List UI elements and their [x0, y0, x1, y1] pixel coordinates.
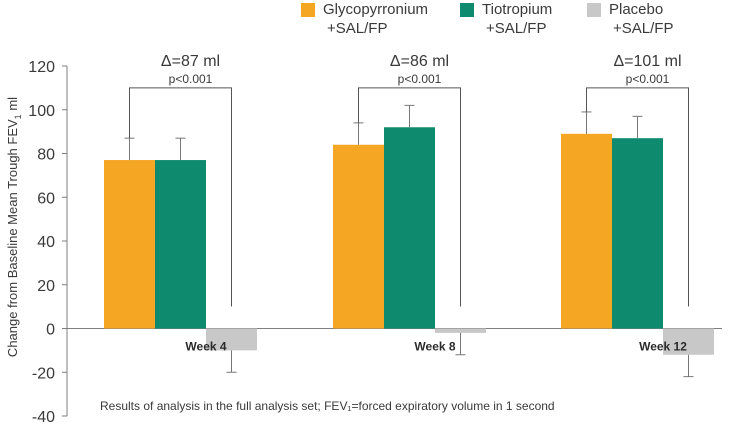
delta-label: Δ=87 ml: [161, 53, 220, 70]
y-axis-label: Change from Baseline Mean Trough FEV1 ml: [5, 96, 23, 358]
category-label: Week 4: [185, 340, 226, 354]
y-tick-label: 20: [37, 278, 55, 295]
delta-label: Δ=101 ml: [613, 53, 681, 70]
p-value-label: p<0.001: [398, 72, 442, 86]
bar: [384, 127, 435, 329]
y-tick-label: 60: [37, 190, 55, 207]
bar: [155, 160, 206, 329]
legend-label-placebo: Placebo: [609, 1, 664, 18]
legend-tiotropium: Tiotropium +SAL/FP: [460, 0, 552, 38]
legend-sublabel-placebo: +SAL/FP: [613, 20, 674, 37]
bar: [333, 144, 384, 329]
y-tick-label: 0: [46, 322, 55, 339]
category-label: Week 12: [639, 340, 687, 354]
y-tick-label: 120: [28, 59, 55, 76]
bar: [612, 138, 663, 329]
bar: [561, 133, 612, 329]
footnote: Results of analysis in the full analysis…: [100, 399, 555, 413]
legend-swatch-placebo: [587, 3, 601, 17]
bar: [435, 328, 486, 333]
significance-bracket: [129, 87, 232, 307]
y-tick-label: 40: [37, 234, 55, 251]
y-tick-label: 100: [28, 103, 55, 120]
p-value-label: p<0.001: [169, 72, 213, 86]
legend-sublabel-tiotropium: +SAL/FP: [486, 20, 547, 37]
bar: [206, 328, 257, 351]
bar: [663, 328, 714, 355]
legend-sublabel-glycopyrronium: +SAL/FP: [327, 20, 388, 37]
significance-bracket: [358, 87, 461, 307]
y-tick-label: -40: [32, 409, 55, 424]
category-label: Week 8: [414, 340, 455, 354]
legend-placebo: Placebo +SAL/FP: [587, 0, 673, 38]
bar: [104, 160, 155, 329]
legend-swatch-glycopyrronium: [301, 3, 315, 17]
legend-glycopyrronium: Glycopyrronium +SAL/FP: [301, 0, 428, 38]
legend-label-glycopyrronium: Glycopyrronium: [323, 1, 429, 18]
y-tick-label: 80: [37, 147, 55, 164]
delta-label: Δ=86 ml: [390, 53, 449, 70]
significance-bracket: [586, 87, 689, 307]
y-tick-label: -20: [32, 365, 55, 382]
legend-label-tiotropium: Tiotropium: [482, 1, 553, 18]
legend-swatch-tiotropium: [460, 3, 474, 17]
p-value-label: p<0.001: [626, 72, 670, 86]
